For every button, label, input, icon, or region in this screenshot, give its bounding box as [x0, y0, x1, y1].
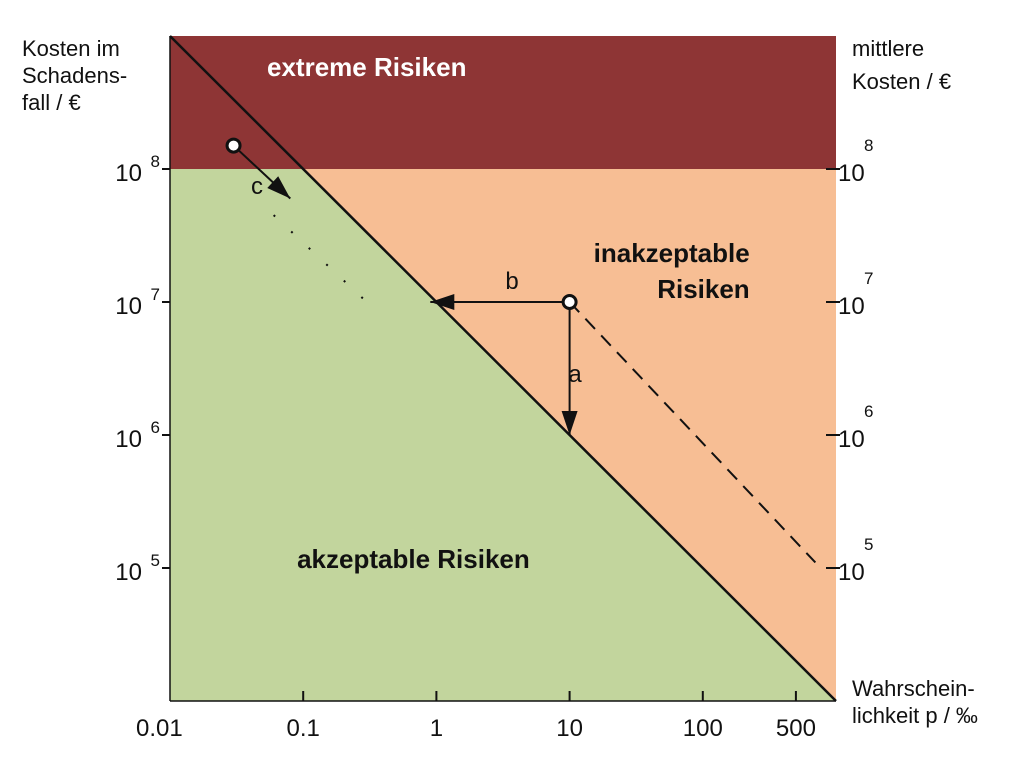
- left-tick-exp: 5: [151, 551, 160, 570]
- x-axis-title-line-1: Wahrschein-: [852, 676, 975, 701]
- left-tick-base: 10: [115, 160, 142, 187]
- region-label-extreme-1: extreme Risiken: [267, 52, 466, 82]
- right-tick-base: 10: [838, 293, 865, 320]
- left-tick-exp: 6: [151, 418, 160, 437]
- right-tick-exp: 5: [864, 535, 873, 554]
- bottom-tick-label: 100: [683, 715, 723, 742]
- bottom-tick-label: 1: [430, 715, 443, 742]
- iso-cost-line-1: [568, 301, 817, 564]
- risk-point-a-b: [561, 294, 578, 310]
- chart-labels: a b c extreme Risiken inakzeptable Risiken akz…: [251, 52, 750, 574]
- left-tick-base: 10: [115, 293, 142, 320]
- right-tick-exp: 8: [864, 136, 873, 155]
- right-tick-base: 10: [838, 559, 865, 586]
- right-tick-exp: 6: [864, 402, 873, 421]
- x-axis-title-line-2: lichkeit p / ‰: [852, 703, 978, 728]
- left-axis-title-line-1: Kosten im: [22, 36, 120, 61]
- region-label-inacceptable-1: inakzeptable: [594, 238, 750, 268]
- bottom-tick-label: 500: [776, 715, 816, 742]
- left-tick-exp: 8: [151, 152, 160, 171]
- arrow-b-head: [430, 294, 455, 310]
- right-axis-title-line-2: Kosten / €: [852, 69, 951, 94]
- arrow-label-b: b: [505, 268, 518, 295]
- region-label-acceptable-1: akzeptable Risiken: [297, 544, 530, 574]
- left-axis-title-line-3: fall / €: [22, 90, 81, 115]
- chart-lines: [169, 35, 837, 702]
- right-tick-base: 10: [838, 426, 865, 453]
- arrow-c-head: [267, 176, 291, 199]
- arrow-a-head: [561, 411, 578, 435]
- left-tick-exp: 7: [151, 285, 160, 304]
- acceptable-region: [170, 169, 836, 701]
- arrow-label-a: a: [568, 361, 582, 388]
- arrow-label-c: c: [251, 173, 263, 200]
- bottom-tick-label: 10: [556, 715, 583, 742]
- chart-axes: 10 8 10 7 10 6 10 5 10 8 10 7 10 6 10 5 0.01 0.1 1 10 100 500…: [22, 36, 978, 742]
- risk-point-c: [225, 137, 242, 154]
- right-tick-base: 10: [838, 160, 865, 187]
- bottom-tick-label: 0.01: [136, 715, 183, 742]
- boundary-line: [169, 35, 837, 702]
- right-axis-title-line-1: mittlere: [852, 36, 924, 61]
- left-tick-base: 10: [115, 426, 142, 453]
- left-tick-base: 10: [115, 559, 142, 586]
- right-tick-exp: 7: [864, 269, 873, 288]
- left-axis-title-line-2: Schadens-: [22, 63, 127, 88]
- bottom-tick-label: 0.1: [287, 715, 320, 742]
- region-label-inacceptable-2: Risiken: [657, 274, 750, 304]
